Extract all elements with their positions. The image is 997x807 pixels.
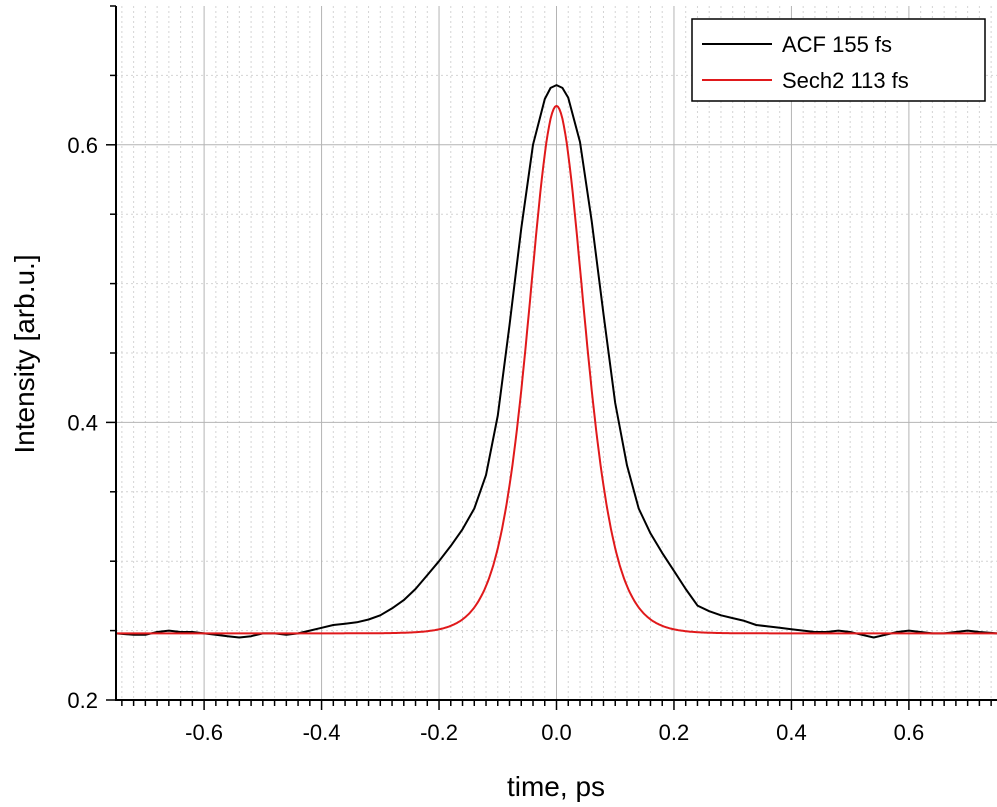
y-tick-label: 0.6	[67, 133, 98, 158]
legend-box	[691, 18, 986, 102]
x-tick-label: 0.6	[894, 720, 925, 745]
series-sech2-line	[116, 104, 997, 635]
legend-label-acf: ACF 155 fs	[782, 32, 892, 57]
plot-series	[115, 84, 997, 639]
x-tick-label: 0.2	[659, 720, 690, 745]
y-tick-label: 0.2	[67, 688, 98, 713]
axes	[106, 5, 997, 710]
major-grid	[116, 6, 997, 700]
legend: ACF 155 fs Sech2 113 fs	[691, 18, 986, 102]
tick-labels: -0.6 -0.4 -0.2 0.0 0.2 0.4 0.6 0.2 0.4 0.6	[67, 133, 924, 745]
x-tick-label: -0.6	[185, 720, 223, 745]
legend-label-sech2: Sech2 113 fs	[782, 68, 909, 93]
minor-grid	[116, 6, 997, 700]
x-tick-label: -0.4	[303, 720, 341, 745]
x-tick-label: 0.0	[541, 720, 572, 745]
x-tick-label: 0.4	[776, 720, 807, 745]
y-axis-title: Intensity [arb.u.]	[9, 254, 40, 453]
x-tick-label: -0.2	[420, 720, 458, 745]
x-axis-title: time, ps	[507, 771, 605, 802]
y-tick-label: 0.4	[67, 410, 98, 435]
